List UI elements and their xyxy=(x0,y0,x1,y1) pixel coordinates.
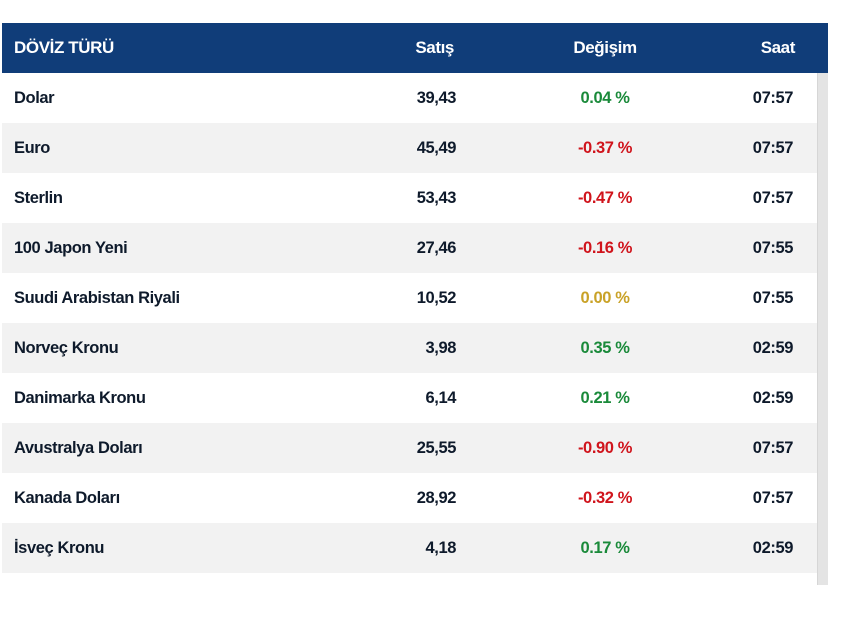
update-time: 07:57 xyxy=(752,189,794,207)
currency-name[interactable]: Dolar xyxy=(14,89,55,107)
update-time: 02:59 xyxy=(752,389,794,407)
table-row[interactable]: Euro 45,49 -0.37 % 07:57 xyxy=(2,123,817,173)
sell-price: 10,52 xyxy=(416,289,457,307)
update-time: 07:57 xyxy=(752,89,794,107)
change-percent: 0.21 % xyxy=(580,389,630,407)
update-time: 07:55 xyxy=(752,239,794,257)
table-row[interactable]: Norveç Kronu 3,98 0.35 % 02:59 xyxy=(2,323,817,373)
sell-price: 6,14 xyxy=(425,389,456,407)
sell-price: 53,43 xyxy=(416,189,457,207)
table-row[interactable]: İsveç Kronu 4,18 0.17 % 02:59 xyxy=(2,523,817,573)
currency-table: DÖVİZ TÜRÜ Satış Değişim Saat Dolar 39,4… xyxy=(2,23,828,573)
change-percent: -0.32 % xyxy=(577,489,633,507)
update-time: 07:55 xyxy=(752,289,794,307)
change-percent: -0.37 % xyxy=(577,139,633,157)
table-row[interactable]: Danimarka Kronu 6,14 0.21 % 02:59 xyxy=(2,373,817,423)
currency-name[interactable]: Avustralya Doları xyxy=(14,439,143,457)
table-row[interactable]: Sterlin 53,43 -0.47 % 07:57 xyxy=(2,173,817,223)
table-row[interactable]: Dolar 39,43 0.04 % 07:57 xyxy=(2,73,817,123)
table-header: DÖVİZ TÜRÜ Satış Değişim Saat xyxy=(2,23,828,73)
currency-name[interactable]: Kanada Doları xyxy=(14,489,120,507)
sell-price: 45,49 xyxy=(416,139,457,157)
update-time: 07:57 xyxy=(752,489,794,507)
update-time: 02:59 xyxy=(752,339,794,357)
currency-name[interactable]: Danimarka Kronu xyxy=(14,389,146,407)
change-percent: -0.47 % xyxy=(577,189,633,207)
change-percent: 0.35 % xyxy=(580,339,630,357)
change-percent: -0.90 % xyxy=(577,439,633,457)
currency-name[interactable]: Sterlin xyxy=(14,189,63,207)
header-currency-type: DÖVİZ TÜRÜ xyxy=(14,38,114,57)
table-row[interactable]: Kanada Doları 28,92 -0.32 % 07:57 xyxy=(2,473,817,523)
currency-name[interactable]: 100 Japon Yeni xyxy=(14,239,128,257)
update-time: 07:57 xyxy=(752,139,794,157)
change-percent: 0.04 % xyxy=(580,89,630,107)
sell-price: 39,43 xyxy=(416,89,457,107)
change-percent: 0.00 % xyxy=(580,289,630,307)
header-change[interactable]: Değişim xyxy=(573,38,637,57)
sell-price: 4,18 xyxy=(425,539,456,557)
update-time: 07:57 xyxy=(752,439,794,457)
table-row[interactable]: Suudi Arabistan Riyali 10,52 0.00 % 07:5… xyxy=(2,273,817,323)
sell-price: 28,92 xyxy=(416,489,457,507)
header-time[interactable]: Saat xyxy=(760,38,796,57)
header-sell[interactable]: Satış xyxy=(415,38,454,57)
currency-name[interactable]: Suudi Arabistan Riyali xyxy=(14,289,180,307)
currency-name[interactable]: İsveç Kronu xyxy=(14,539,105,557)
change-percent: -0.16 % xyxy=(577,239,633,257)
sell-price: 3,98 xyxy=(425,339,456,357)
table-row[interactable]: 100 Japon Yeni 27,46 -0.16 % 07:55 xyxy=(2,223,817,273)
currency-name[interactable]: Euro xyxy=(14,139,50,157)
update-time: 02:59 xyxy=(752,539,794,557)
scrollbar[interactable] xyxy=(817,73,828,585)
sell-price: 25,55 xyxy=(416,439,457,457)
sell-price: 27,46 xyxy=(416,239,457,257)
table-row[interactable]: Avustralya Doları 25,55 -0.90 % 07:57 xyxy=(2,423,817,473)
currency-name[interactable]: Norveç Kronu xyxy=(14,339,119,357)
change-percent: 0.17 % xyxy=(580,539,630,557)
